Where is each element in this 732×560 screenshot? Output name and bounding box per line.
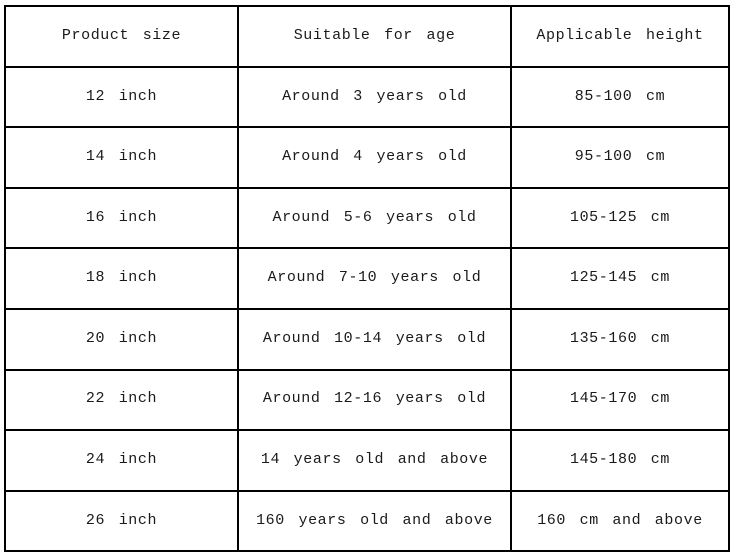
cell-applicable-height: 95-100 cm: [510, 126, 730, 189]
cell-suitable-age: Around 12-16 years old: [237, 368, 512, 432]
cell-applicable-height: 85-100 cm: [510, 65, 730, 129]
table-body: 12 inch Around 3 years old 85-100 cm 14 …: [4, 65, 730, 553]
cell-product-size: 12 inch: [4, 65, 239, 129]
cell-suitable-age: Around 10-14 years old: [237, 307, 512, 371]
cell-suitable-age: 14 years old and above: [237, 429, 512, 492]
table-header-row: Product size Suitable for age Applicable…: [4, 5, 730, 68]
cell-suitable-age: Around 4 years old: [237, 126, 512, 189]
cell-applicable-height: 145-180 cm: [510, 429, 730, 492]
cell-product-size: 14 inch: [4, 126, 239, 189]
cell-applicable-height: 135-160 cm: [510, 307, 730, 371]
cell-product-size: 20 inch: [4, 307, 239, 371]
column-header-suitable-age: Suitable for age: [237, 5, 512, 68]
cell-suitable-age: Around 7-10 years old: [237, 247, 512, 310]
product-size-table: Product size Suitable for age Applicable…: [4, 5, 730, 553]
cell-product-size: 18 inch: [4, 247, 239, 310]
cell-product-size: 22 inch: [4, 368, 239, 432]
table-row: 18 inch Around 7-10 years old 125-145 cm: [4, 247, 730, 310]
table-row: 20 inch Around 10-14 years old 135-160 c…: [4, 307, 730, 371]
table-row: 14 inch Around 4 years old 95-100 cm: [4, 126, 730, 189]
cell-product-size: 26 inch: [4, 489, 239, 553]
cell-product-size: 16 inch: [4, 186, 239, 250]
size-chart-container: Product size Suitable for age Applicable…: [4, 5, 730, 553]
table-row: 22 inch Around 12-16 years old 145-170 c…: [4, 368, 730, 432]
table-header: Product size Suitable for age Applicable…: [4, 5, 730, 68]
cell-suitable-age: 160 years old and above: [237, 489, 512, 553]
cell-applicable-height: 145-170 cm: [510, 368, 730, 432]
column-header-product-size: Product size: [4, 5, 239, 68]
cell-suitable-age: Around 5-6 years old: [237, 186, 512, 250]
table-row: 24 inch 14 years old and above 145-180 c…: [4, 429, 730, 492]
cell-applicable-height: 105-125 cm: [510, 186, 730, 250]
column-header-applicable-height: Applicable height: [510, 5, 730, 68]
cell-product-size: 24 inch: [4, 429, 239, 492]
table-row: 12 inch Around 3 years old 85-100 cm: [4, 65, 730, 129]
cell-applicable-height: 125-145 cm: [510, 247, 730, 310]
cell-suitable-age: Around 3 years old: [237, 65, 512, 129]
table-row: 16 inch Around 5-6 years old 105-125 cm: [4, 186, 730, 250]
table-row: 26 inch 160 years old and above 160 cm a…: [4, 489, 730, 553]
cell-applicable-height: 160 cm and above: [510, 489, 730, 553]
